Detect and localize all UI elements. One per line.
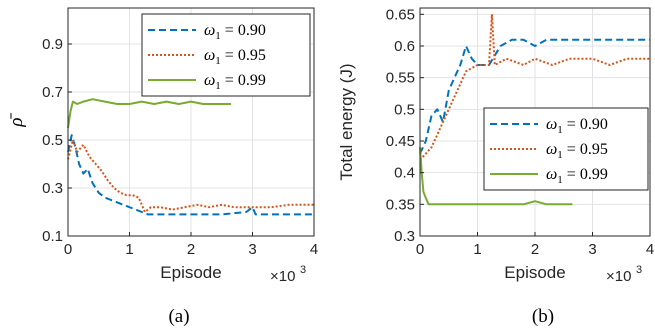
y-tick-label: 0.55 bbox=[386, 70, 415, 87]
y-tick-label: 0.3 bbox=[394, 228, 415, 245]
x-multiplier: ×10 bbox=[270, 268, 295, 285]
x-tick-label: 0 bbox=[416, 241, 424, 258]
y-tick-label: 0.3 bbox=[42, 180, 63, 197]
y-tick-label: 0.65 bbox=[386, 6, 415, 23]
series-line-1 bbox=[67, 134, 314, 216]
x-tick-label: 1 bbox=[473, 241, 481, 258]
x-tick-label: 4 bbox=[646, 241, 654, 258]
x-tick-label: 1 bbox=[125, 241, 133, 258]
y-tick-label: 0.4 bbox=[394, 165, 415, 182]
y-tick-label: 0.9 bbox=[42, 36, 63, 53]
legend-entry: ω1 = 0.99 bbox=[546, 166, 608, 186]
x-multiplier-exponent: 3 bbox=[636, 264, 642, 276]
legend-entry: ω1 = 0.95 bbox=[546, 141, 608, 161]
legend-entry: ω1 = 0.99 bbox=[204, 72, 266, 92]
legend: ω1 = 0.90 ω1 = 0.95 ω1 = 0.99 bbox=[141, 13, 311, 97]
series-line-3 bbox=[67, 98, 231, 129]
legend-entry: ω1 = 0.95 bbox=[204, 47, 266, 67]
y-tick-label: 0.1 bbox=[42, 228, 63, 245]
panel-caption: (b) bbox=[532, 306, 554, 327]
x-tick-label: 3 bbox=[588, 241, 596, 258]
x-tick-label: 0 bbox=[64, 241, 72, 258]
x-tick-label: 2 bbox=[531, 241, 539, 258]
y-tick-label: 0.45 bbox=[386, 133, 415, 150]
x-axis-label: Episode bbox=[504, 263, 565, 282]
x-tick-label: 4 bbox=[310, 241, 318, 258]
y-tick-label: 0.6 bbox=[394, 38, 415, 55]
y-tick-label: 0.5 bbox=[394, 101, 415, 118]
legend: ω1 = 0.90 ω1 = 0.95 ω1 = 0.99 bbox=[483, 107, 649, 191]
y-tick-label: 0.7 bbox=[42, 84, 63, 101]
x-axis-label: Episode bbox=[160, 263, 221, 282]
y-axis-label: Total energy (J) bbox=[337, 63, 356, 180]
panel-caption: (a) bbox=[168, 306, 189, 327]
x-multiplier-exponent: 3 bbox=[300, 264, 306, 276]
x-multiplier: ×10 bbox=[606, 268, 631, 285]
legend-entry: ω1 = 0.90 bbox=[546, 116, 608, 136]
y-tick-label: 0.5 bbox=[42, 132, 63, 149]
y-tick-label: 0.35 bbox=[386, 196, 415, 213]
series-line-2 bbox=[419, 13, 650, 161]
series-line-3 bbox=[419, 147, 573, 206]
x-tick-label: 2 bbox=[187, 241, 195, 258]
legend-entry: ω1 = 0.90 bbox=[204, 22, 266, 42]
x-tick-label: 3 bbox=[248, 241, 256, 258]
y-axis-label: ρ̄ bbox=[6, 112, 27, 127]
chart-panel-b: 0 1 2 3 40.30.350.40.450.50.550.60.65Episode… bbox=[337, 6, 654, 327]
series-line-2 bbox=[67, 139, 314, 213]
